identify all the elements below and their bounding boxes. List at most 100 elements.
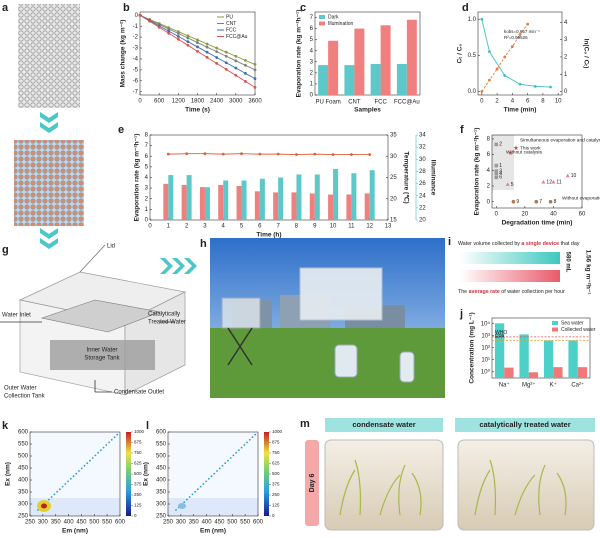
bar [568, 340, 578, 378]
series-label: This work [520, 145, 541, 151]
spectral-line [110, 438, 113, 441]
y-tick-label: 350 [18, 490, 29, 496]
marker [494, 163, 499, 168]
bar [354, 28, 365, 96]
day-label: Day 6 [309, 474, 316, 493]
x-tick-label: 500 [227, 520, 238, 526]
marker [253, 68, 257, 72]
x-axis-label: Em (nm) [200, 528, 226, 535]
spectral-line [213, 472, 216, 475]
x-tick-label: 350 [189, 520, 200, 526]
x-tick-label: Mg²⁺ [522, 382, 536, 389]
y-tick-label: 2 [487, 184, 491, 190]
x-tick-label: 20 [522, 212, 529, 218]
spectral-line [50, 496, 53, 498]
bar [259, 178, 265, 220]
marker [295, 153, 298, 156]
label: Condensate Outlet [114, 390, 164, 396]
spectral-line [235, 451, 238, 454]
photo [210, 238, 445, 398]
bar [328, 194, 334, 220]
y-tick-label: 600 [156, 430, 167, 436]
marker [176, 34, 180, 38]
marker [234, 73, 238, 77]
marker [511, 199, 516, 204]
x-tick-label: 250 [163, 520, 174, 526]
marker [244, 58, 247, 62]
marker [196, 49, 199, 53]
y-axis-label: Evaporation rate (kg m⁻²h⁻¹) [474, 128, 481, 216]
x-tick-label: 3000 [229, 99, 243, 105]
label: Inner Water [86, 348, 117, 354]
spectral-line [216, 470, 218, 472]
marker [331, 153, 335, 156]
line [168, 153, 370, 156]
y-tick-label: 10¹ [481, 357, 490, 363]
marker [253, 77, 257, 81]
plot-frame [167, 431, 259, 517]
y-tick-label: -3 [133, 46, 139, 52]
marker [549, 85, 552, 89]
y-tick-label: 300 [156, 502, 167, 508]
y-tick-label: 4 [310, 48, 314, 54]
marker [196, 45, 199, 49]
bar [494, 323, 505, 378]
y-tick-label: 0 [145, 218, 149, 224]
label: Treated Water [148, 320, 186, 326]
marker [503, 74, 507, 77]
panel-label: e [118, 124, 124, 136]
marker [224, 54, 228, 58]
y2-tick-label: 35 [390, 133, 397, 139]
marker [176, 37, 180, 41]
y-tick-label: 2 [145, 196, 149, 202]
x-tick-label: 1200 [172, 99, 186, 105]
spectral-line [94, 454, 97, 457]
bar [333, 169, 339, 220]
caption: Water volume collected by a single devic… [458, 241, 580, 247]
point-label: 9 [516, 199, 519, 205]
x-tick-label: 3 [203, 224, 207, 230]
spectral-line [194, 490, 197, 493]
marker [148, 19, 151, 23]
y-tick-label: 0.0 [468, 89, 477, 95]
marker [167, 29, 171, 33]
x-tick-label: 400 [64, 520, 75, 526]
x-tick-label: 250 [25, 520, 36, 526]
bar [181, 184, 187, 220]
marker [224, 61, 228, 65]
bar [528, 372, 539, 378]
y2-tick-label: 4 [564, 20, 568, 26]
marker [253, 85, 257, 89]
colorbar-tick-label: 125 [272, 503, 280, 508]
y3-tick-label: 30 [419, 157, 426, 163]
x-axis-label: Em (nm) [62, 528, 88, 535]
y-tick-label: 500 [156, 454, 167, 460]
marker [244, 79, 247, 83]
bar [406, 19, 417, 95]
y2-tick-label: 2 [564, 55, 568, 61]
spectral-line [80, 467, 83, 470]
marker [185, 152, 189, 156]
panel-label: h [200, 238, 207, 250]
marker [176, 32, 180, 35]
y-tick-label: 350 [156, 490, 167, 496]
y2-tick-label: 25 [390, 175, 397, 181]
chevrons [40, 112, 197, 274]
spectral-line [56, 490, 59, 493]
y2-axis-label: ln(C₀ / Cₜ) [582, 39, 589, 69]
x-tick-label: 3600 [248, 99, 262, 105]
marker [534, 199, 539, 204]
spectral-line [86, 462, 89, 465]
y-tick-label: 7 [310, 15, 314, 21]
x-tick-label: 11 [348, 224, 355, 230]
colorbar-tick-label: 125 [134, 503, 142, 508]
spectral-line [240, 446, 243, 449]
panel-label: j [459, 308, 463, 320]
spectral-line [254, 433, 257, 436]
marker [494, 169, 499, 173]
bar [296, 174, 302, 220]
marker [196, 38, 199, 42]
y-tick-label: 300 [18, 502, 29, 508]
marker [167, 31, 171, 35]
